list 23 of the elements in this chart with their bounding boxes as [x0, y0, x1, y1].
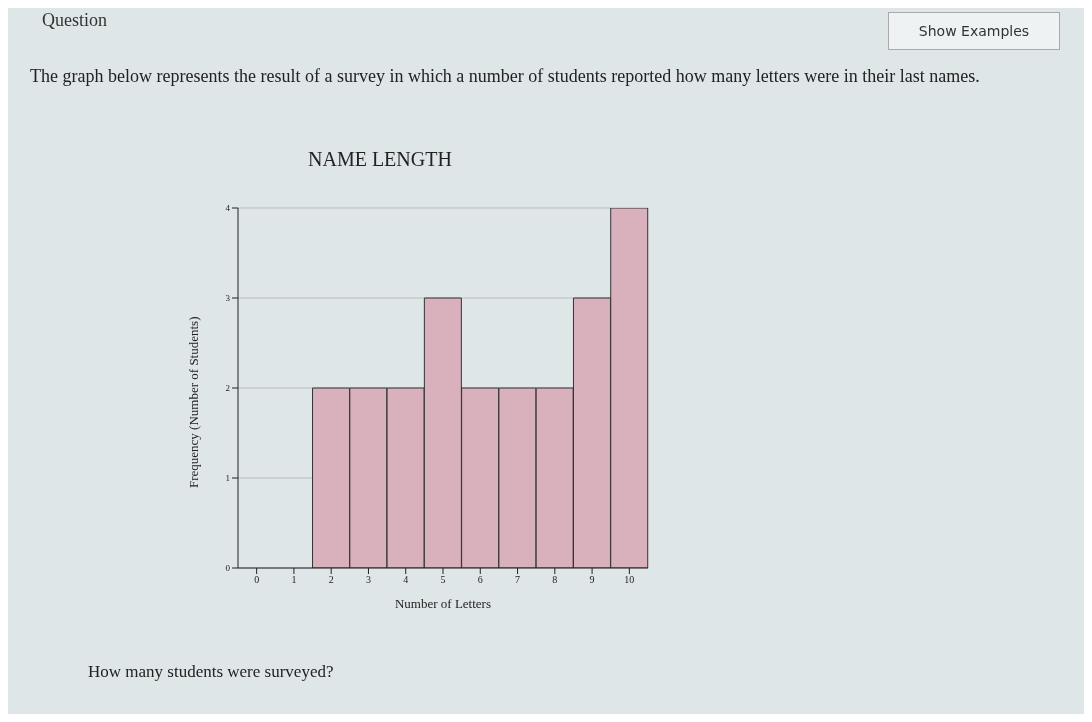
text: Question: [42, 10, 107, 31]
y-tick-label: 2: [225, 383, 230, 394]
y-tick-label: 0: [225, 563, 231, 574]
x-tick-label: 9: [589, 574, 595, 586]
x-tick-label: 10: [624, 574, 635, 586]
x-tick-label: 3: [365, 574, 371, 586]
x-tick-label: 0: [254, 574, 260, 586]
x-tick-label: 5: [440, 574, 446, 586]
y-tick-label: 1: [225, 473, 230, 484]
y-tick-label: 4: [225, 203, 231, 214]
y-tick-label: 3: [225, 293, 231, 304]
chart-title: NAME LENGTH: [308, 148, 452, 171]
x-tick-label: 1: [291, 574, 297, 586]
text: The graph below represents the result of a survey in which a number of students reported how many letters were in their last names.: [30, 65, 981, 88]
y-axis-title: Frequency (Number of Students): [185, 316, 201, 488]
x-tick-label: 7: [515, 574, 521, 586]
x-tick-label: 2: [328, 574, 334, 586]
show-examples-button: Show Examples: [888, 12, 1060, 50]
x-axis-title: Number of Letters: [394, 596, 492, 611]
x-tick-label: 6: [477, 574, 483, 586]
x-tick-label: 8: [552, 574, 558, 586]
x-tick-label: 4: [403, 574, 409, 586]
text: How many students were surveyed?: [88, 662, 334, 682]
